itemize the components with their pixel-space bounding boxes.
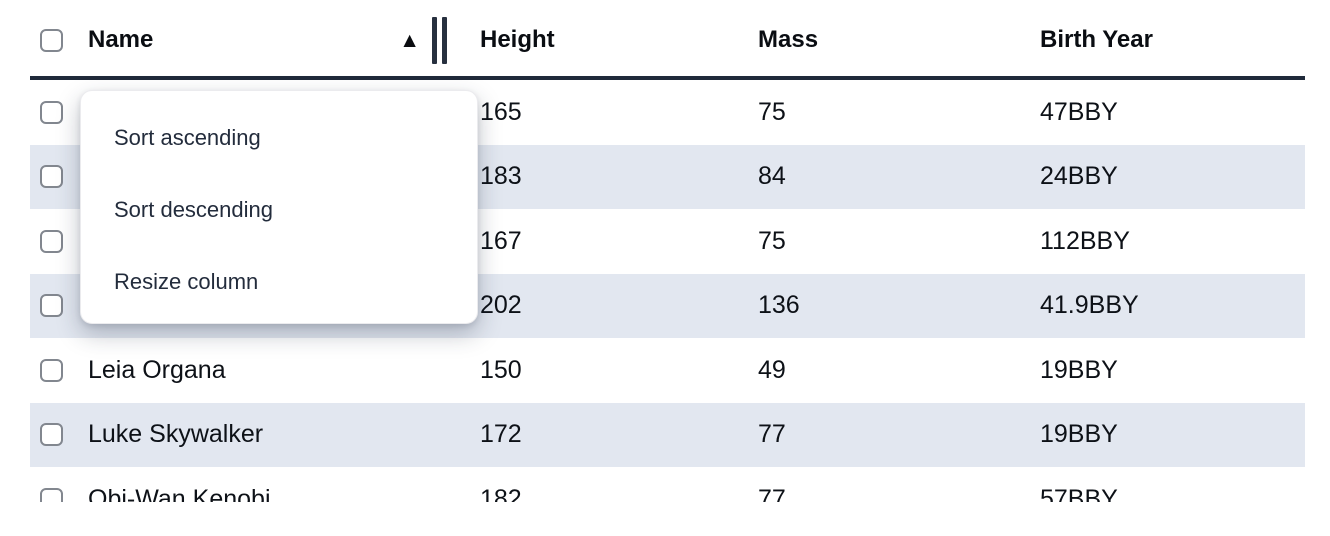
birth-year-cell: 19BBY [1040,355,1118,384]
name-cell: Leia Organa [88,355,226,384]
column-header-name[interactable]: Name ▲ [80,16,480,64]
mass-cell: 136 [758,291,800,320]
birth-year-cell: 24BBY [1040,162,1118,191]
table-row: 165 75 47BBY [30,80,1305,145]
select-all-cell [30,28,80,52]
birth-year-cell: 57BBY [1040,484,1118,502]
height-cell: 167 [480,226,522,255]
column-header-birth-year[interactable]: Birth Year [1040,26,1153,53]
birth-year-cell: 19BBY [1040,420,1118,449]
name-cell: Obi-Wan Kenobi [88,484,271,502]
row-checkbox[interactable] [40,358,63,382]
table-row: 167 75 112BBY [30,209,1305,274]
name-cell: Luke Skywalker [88,420,264,449]
birth-year-cell: 41.9BBY [1040,291,1139,320]
height-cell: 183 [480,162,522,191]
menu-item-sort-ascending[interactable]: Sort ascending [114,125,261,150]
row-checkbox[interactable] [40,165,63,189]
resize-bar-icon [442,16,447,64]
birth-year-cell: 47BBY [1040,97,1118,126]
row-checkbox[interactable] [40,423,63,447]
mass-cell: 49 [758,355,786,384]
mass-cell: 77 [758,420,786,449]
row-checkbox[interactable] [40,229,63,253]
height-cell: 165 [480,97,522,126]
height-cell: 150 [480,355,522,384]
mass-cell: 77 [758,484,786,502]
sort-ascending-icon: ▲ [399,28,420,52]
table-row: Leia Organa 150 49 19BBY [30,338,1305,403]
height-cell: 172 [480,420,522,449]
row-checkbox[interactable] [40,487,63,502]
row-checkbox[interactable] [40,100,63,124]
select-all-checkbox[interactable] [40,28,63,52]
table-row: Luke Skywalker 172 77 19BBY [30,402,1305,467]
column-header-name-label: Name [88,26,154,53]
mass-cell: 84 [758,162,786,191]
menu-item-sort-descending[interactable]: Sort descending [114,197,273,222]
height-cell: 202 [480,291,522,320]
table-header-row: Name ▲ Height Mass Birth Year [30,0,1305,80]
column-context-menu: Sort ascending Sort descending Resize co… [80,90,478,324]
column-header-height[interactable]: Height [480,26,555,53]
column-resize-handle[interactable] [432,16,447,64]
table-row: Obi-Wan Kenobi 182 77 57BBY [30,467,1305,502]
column-header-mass[interactable]: Mass [758,26,819,53]
birth-year-cell: 112BBY [1040,226,1130,255]
height-cell: 182 [480,484,522,502]
resize-bar-icon [432,16,437,64]
row-checkbox[interactable] [40,294,63,318]
mass-cell: 75 [758,97,786,126]
menu-item-resize-column[interactable]: Resize column [114,269,259,294]
mass-cell: 75 [758,226,786,255]
